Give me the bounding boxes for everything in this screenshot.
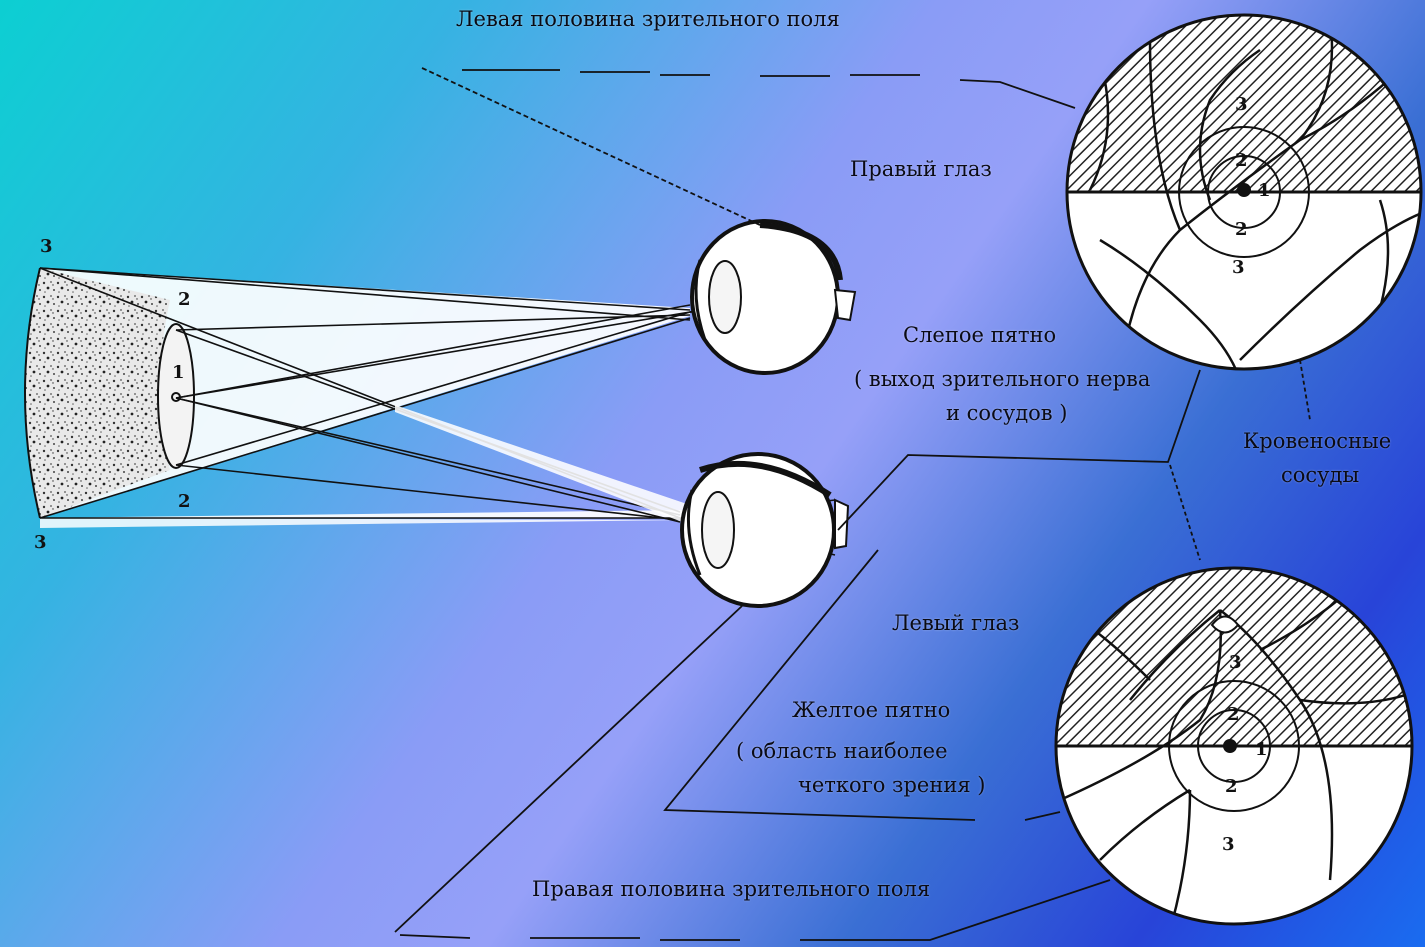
retina-right-eye <box>1065 13 1423 371</box>
retina-top-markers: 3 2 1 2 3 <box>1232 94 1271 278</box>
marker-field-top: 3 <box>40 236 53 257</box>
field-markers: 3 3 2 2 1 <box>34 236 191 553</box>
label-left-eye: Левый глаз <box>892 611 1020 635</box>
label-right-visual-field: Правая половина зрительного поля <box>532 877 931 901</box>
label-blind-spot-detail-2: и сосудов ) <box>946 401 1068 425</box>
label-left-visual-field: Левая половина зрительного поля <box>456 7 840 31</box>
label-yellow-spot-detail-2: четкого зрения ) <box>798 773 986 797</box>
retina-top-zone3b: 3 <box>1232 257 1245 278</box>
label-blind-spot-detail: ( выход зрительного нерва <box>854 367 1151 391</box>
leader-lines <box>394 67 1311 941</box>
retina-bottom-zone2b: 2 <box>1225 776 1238 797</box>
marker-field-bottom: 3 <box>34 532 47 553</box>
right-eye-illustration <box>690 219 857 375</box>
retina-top-zone1: 1 <box>1258 180 1271 201</box>
retina-bottom-zone2a: 2 <box>1227 704 1240 725</box>
field-center-dot <box>171 392 181 402</box>
label-yellow-spot-detail: ( область наиболее <box>736 739 948 763</box>
retina-top-zone3a: 3 <box>1235 94 1248 115</box>
retina-bottom-zone1: 1 <box>1255 739 1268 760</box>
label-blind-spot: Слепое пятно <box>903 323 1057 347</box>
retina-bottom-markers: 3 2 1 2 3 <box>1222 652 1268 855</box>
marker-zone-outer-top: 2 <box>178 289 191 310</box>
label-blood-vessels-2: сосуды <box>1281 463 1360 487</box>
retina-bottom-zone3a: 3 <box>1229 652 1242 673</box>
label-yellow-spot: Желтое пятно <box>792 698 951 722</box>
retina-top-zone2b: 2 <box>1235 219 1248 240</box>
visual-field <box>24 267 690 528</box>
marker-zone-outer-bottom: 2 <box>178 491 191 512</box>
label-blood-vessels: Кровеносные <box>1243 429 1392 453</box>
field-speckle <box>25 268 170 518</box>
retina-left-eye <box>1054 566 1414 926</box>
left-eye-illustration <box>680 452 850 608</box>
marker-zone-center: 1 <box>172 362 185 383</box>
central-zone-ellipse <box>157 323 195 469</box>
retina-bottom-zone3b: 3 <box>1222 834 1235 855</box>
label-right-eye: Правый глаз <box>850 157 992 181</box>
retina-top-zone2a: 2 <box>1235 150 1248 171</box>
